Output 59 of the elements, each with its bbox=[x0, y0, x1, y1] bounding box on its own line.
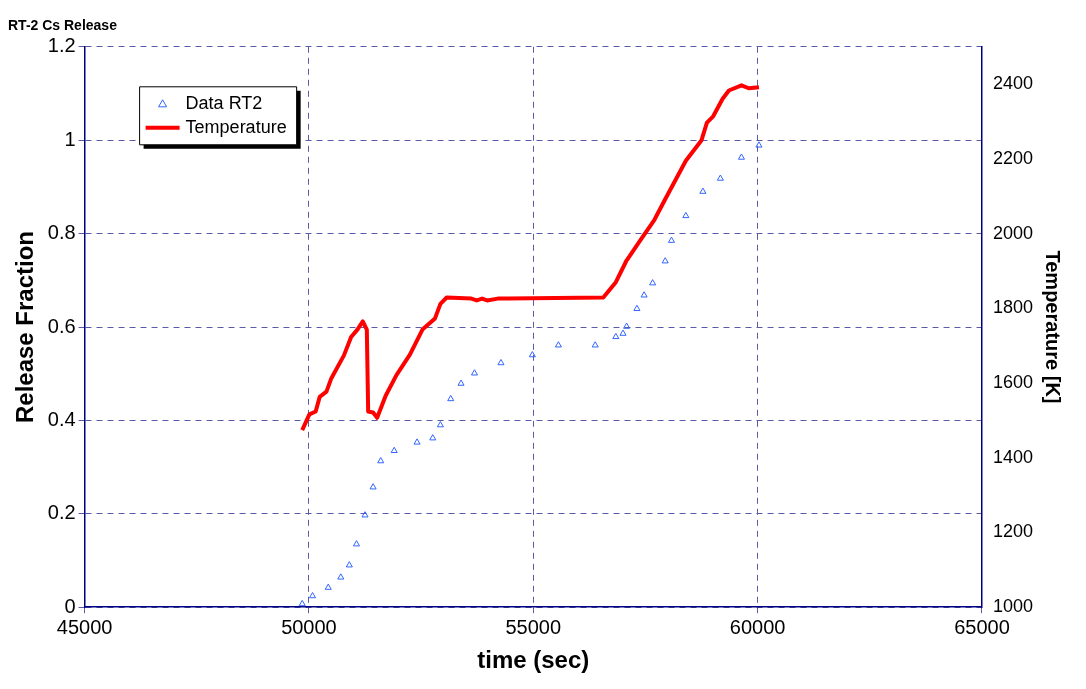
y2-tick-label: 2000 bbox=[992, 222, 1033, 243]
legend-label: Data RT2 bbox=[185, 92, 263, 113]
point bbox=[352, 540, 361, 547]
point bbox=[324, 583, 332, 590]
point bbox=[554, 341, 562, 348]
x-tick-label: 55000 bbox=[505, 615, 562, 638]
x-tick-label: 65000 bbox=[954, 615, 1010, 638]
point bbox=[619, 329, 627, 336]
point bbox=[623, 322, 631, 329]
point bbox=[447, 394, 455, 402]
point bbox=[369, 483, 377, 490]
y-tick-label: 1.2 bbox=[47, 34, 76, 57]
y-tick-label: 0.2 bbox=[47, 501, 76, 524]
point bbox=[298, 599, 306, 607]
point bbox=[755, 141, 763, 148]
y2-tick-label: 1800 bbox=[992, 297, 1033, 318]
point bbox=[429, 434, 437, 441]
point bbox=[337, 573, 345, 580]
point bbox=[667, 236, 675, 243]
point bbox=[633, 304, 641, 312]
y-tick-label: 0.4 bbox=[47, 407, 76, 430]
y-axis-title: Release Fraction bbox=[11, 230, 39, 424]
point bbox=[716, 174, 724, 181]
point bbox=[309, 591, 317, 599]
y2-tick-label: 2200 bbox=[992, 147, 1033, 168]
point bbox=[436, 421, 444, 428]
point bbox=[737, 153, 745, 160]
point bbox=[345, 561, 353, 568]
point bbox=[497, 358, 505, 366]
point bbox=[390, 446, 398, 454]
x-tick-label: 50000 bbox=[281, 615, 337, 638]
point bbox=[457, 379, 465, 386]
point bbox=[649, 279, 657, 286]
point bbox=[640, 291, 648, 298]
y2-tick-label: 1600 bbox=[992, 372, 1033, 393]
y2-tick-label: 1400 bbox=[992, 446, 1033, 467]
point bbox=[661, 257, 669, 264]
legend-label: Temperature bbox=[185, 116, 287, 137]
point bbox=[682, 211, 690, 219]
point bbox=[413, 438, 421, 445]
y2-tick-label: 2400 bbox=[992, 73, 1033, 94]
y2-tick-label: 1000 bbox=[992, 596, 1033, 617]
y-tick-label: 0.8 bbox=[47, 221, 76, 244]
point bbox=[612, 332, 620, 340]
x-tick-label: 45000 bbox=[56, 615, 113, 638]
point bbox=[361, 511, 369, 518]
y2-axis-title: Temperature [K] bbox=[1042, 250, 1065, 404]
y-tick-label: 0.6 bbox=[47, 314, 76, 337]
point bbox=[699, 187, 707, 194]
y-tick-label: 1 bbox=[64, 127, 76, 150]
x-tick-label: 60000 bbox=[729, 615, 786, 638]
point bbox=[470, 369, 479, 376]
point bbox=[591, 341, 599, 348]
y2-tick-label: 1200 bbox=[992, 521, 1033, 542]
chart-title: RT-2 Cs Release bbox=[8, 17, 118, 34]
x-axis-title: time (sec) bbox=[477, 646, 590, 674]
y-tick-label: 0 bbox=[64, 594, 76, 617]
point bbox=[528, 351, 536, 358]
point bbox=[377, 457, 385, 464]
